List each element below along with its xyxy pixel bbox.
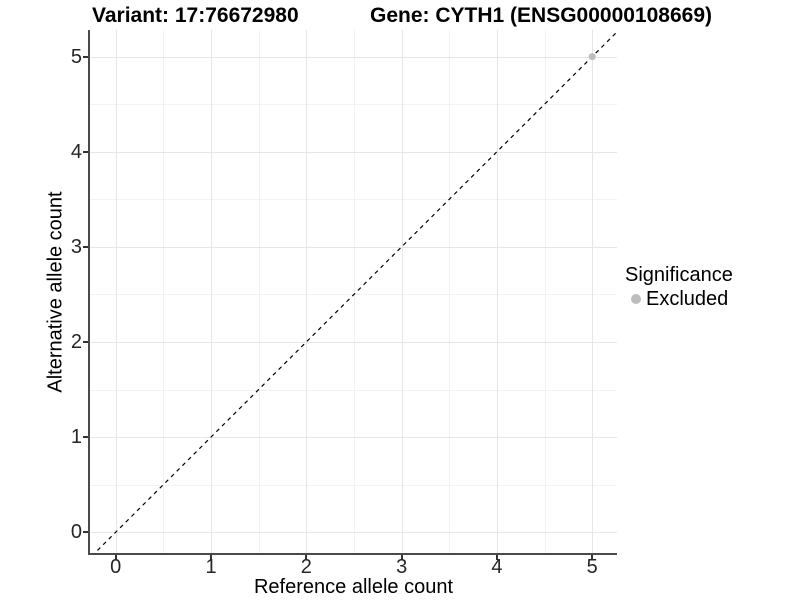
gridline xyxy=(90,57,617,58)
gridline xyxy=(90,437,617,438)
data-point xyxy=(588,53,596,61)
legend-entry-label: Excluded xyxy=(646,288,729,310)
legend: Significance Excluded xyxy=(625,263,733,310)
x-tick-mark xyxy=(305,555,308,560)
x-tick-mark xyxy=(210,555,213,560)
gridline xyxy=(90,342,617,343)
y-tick-label: 1 xyxy=(70,426,82,449)
y-tick-mark xyxy=(83,531,88,534)
gridline xyxy=(90,485,617,486)
gridline xyxy=(116,30,117,555)
y-tick-mark xyxy=(83,55,88,58)
y-tick-label: 5 xyxy=(70,45,82,68)
y-tick-mark xyxy=(83,150,88,153)
y-tick-mark xyxy=(83,436,88,439)
gridline xyxy=(354,30,355,555)
gridline xyxy=(90,532,617,533)
gridline xyxy=(259,30,260,555)
x-tick-label: 2 xyxy=(300,556,312,578)
x-tick-mark xyxy=(114,555,117,560)
gridline xyxy=(449,30,450,555)
gridline xyxy=(90,199,617,200)
gene-title: Gene: CYTH1 (ENSG00000108669) xyxy=(370,4,712,27)
data-layer xyxy=(92,31,617,555)
x-tick-mark xyxy=(400,555,403,560)
gridline xyxy=(306,30,307,555)
gridline xyxy=(163,30,164,555)
variant-title: Variant: 17:76672980 xyxy=(92,4,299,27)
y-tick-label: 4 xyxy=(70,140,82,163)
y-axis-title: Alternative allele count xyxy=(44,191,67,393)
legend-title: Significance xyxy=(625,264,733,286)
y-tick-label: 0 xyxy=(70,521,82,544)
gridline xyxy=(90,152,617,153)
x-tick-mark xyxy=(591,555,594,560)
x-tick-label: 0 xyxy=(110,556,122,578)
gridline xyxy=(402,30,403,555)
gridline xyxy=(497,30,498,555)
y-tick-mark xyxy=(83,340,88,343)
x-tick-label: 5 xyxy=(586,556,598,578)
gridline xyxy=(592,30,593,555)
x-tick-label: 3 xyxy=(396,556,408,578)
gridline xyxy=(211,30,212,555)
plot-panel xyxy=(90,30,617,555)
y-tick-label: 3 xyxy=(70,235,82,258)
identity-line xyxy=(92,31,617,555)
gridline xyxy=(90,390,617,391)
x-tick-label: 1 xyxy=(205,556,217,578)
legend-entry: Excluded xyxy=(625,288,733,310)
legend-point-icon xyxy=(631,294,641,304)
gridline xyxy=(90,247,617,248)
y-tick-label: 2 xyxy=(70,330,82,353)
x-tick-mark xyxy=(495,555,498,560)
x-axis-title: Reference allele count xyxy=(253,576,453,598)
legend-entries: Excluded xyxy=(625,288,733,310)
y-axis-line xyxy=(88,30,90,555)
y-tick-mark xyxy=(83,245,88,248)
x-axis-line xyxy=(88,553,617,555)
x-tick-label: 4 xyxy=(491,556,503,578)
gridline xyxy=(90,104,617,105)
gridline xyxy=(545,30,546,555)
